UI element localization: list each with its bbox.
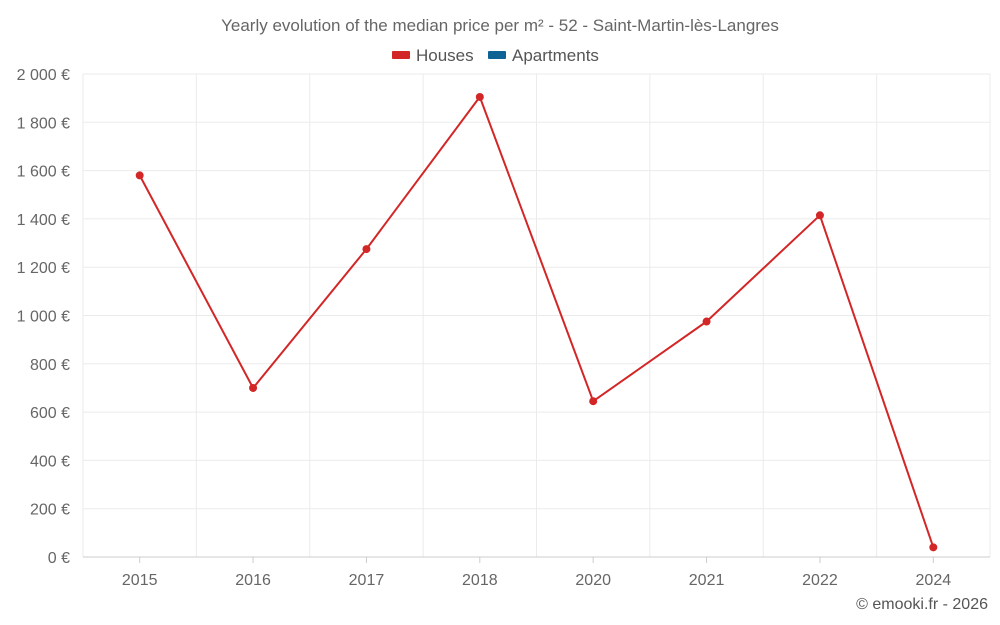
y-tick-label: 400 € (30, 453, 70, 470)
x-tick-label: 2017 (349, 572, 385, 589)
y-tick-label: 2 000 € (17, 67, 70, 84)
data-point-houses[interactable] (815, 211, 824, 220)
data-point-houses[interactable] (589, 397, 598, 406)
axes: 0 € 200 € 400 € 600 € 800 € 1 000 € 1 200 € 1 4… (17, 67, 990, 589)
y-tick-label: 1 200 € (17, 260, 70, 277)
x-tick-label: 2018 (462, 572, 498, 589)
credit-text: © emooki.fr - 2026 (856, 596, 988, 613)
y-tick-label: 1 600 € (17, 164, 70, 181)
y-tick-label: 600 € (30, 405, 70, 422)
data-point-houses[interactable] (135, 171, 144, 180)
plot-area (135, 92, 938, 552)
legend-swatch-apartments (488, 51, 506, 59)
y-tick-label: 1 800 € (17, 115, 70, 132)
legend-swatch-houses (392, 51, 410, 59)
data-point-houses[interactable] (702, 317, 711, 326)
data-point-houses[interactable] (929, 543, 938, 552)
grid (82, 73, 991, 557)
x-tick-label: 2020 (575, 572, 611, 589)
y-tick-label: 0 € (48, 550, 70, 567)
x-tick-label: 2015 (122, 572, 158, 589)
y-tick-label: 1 400 € (17, 212, 70, 229)
data-point-houses[interactable] (475, 92, 484, 101)
series-line-houses (138, 95, 935, 548)
y-tick-label: 200 € (30, 502, 70, 519)
data-point-houses[interactable] (362, 245, 371, 254)
data-point-houses[interactable] (249, 383, 258, 392)
x-tick-label: 2016 (235, 572, 271, 589)
x-tick-label: 2024 (916, 572, 952, 589)
chart-title: Yearly evolution of the median price per… (221, 16, 779, 35)
legend-label-apartments: Apartments (512, 46, 599, 65)
legend-label-houses: Houses (416, 46, 474, 65)
y-tick-label: 1 000 € (17, 309, 70, 326)
legend-item-apartments[interactable]: Apartments (488, 46, 599, 65)
x-tick-label: 2022 (802, 572, 838, 589)
x-tick-label: 2021 (689, 572, 725, 589)
y-tick-label: 800 € (30, 357, 70, 374)
legend-item-houses[interactable]: Houses (392, 46, 474, 65)
legend: Houses Apartments (392, 46, 599, 65)
